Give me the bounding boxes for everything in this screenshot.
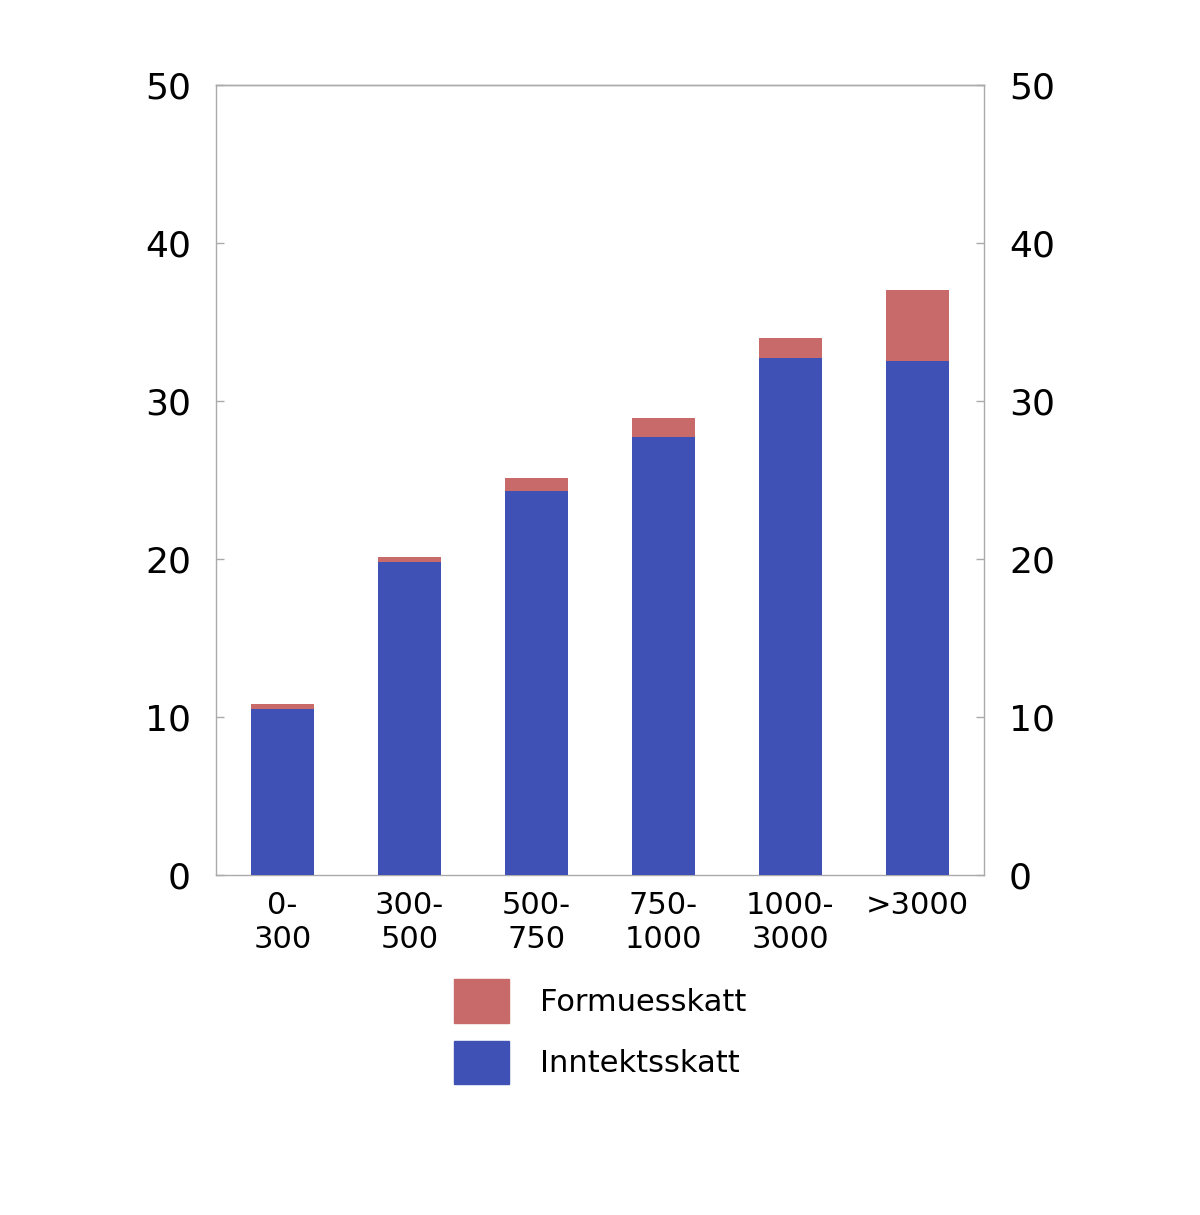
Bar [631, 418, 695, 437]
Bar [378, 563, 442, 875]
Bar [505, 491, 569, 875]
Bar [758, 338, 822, 358]
Bar [758, 358, 822, 875]
Bar [505, 479, 569, 491]
Bar [251, 710, 314, 875]
Legend: Formuesskatt, Inntektsskatt: Formuesskatt, Inntektsskatt [442, 967, 758, 1096]
Bar [886, 362, 949, 875]
Bar [251, 705, 314, 710]
Bar [631, 437, 695, 875]
Bar [378, 558, 442, 563]
Bar [886, 290, 949, 362]
